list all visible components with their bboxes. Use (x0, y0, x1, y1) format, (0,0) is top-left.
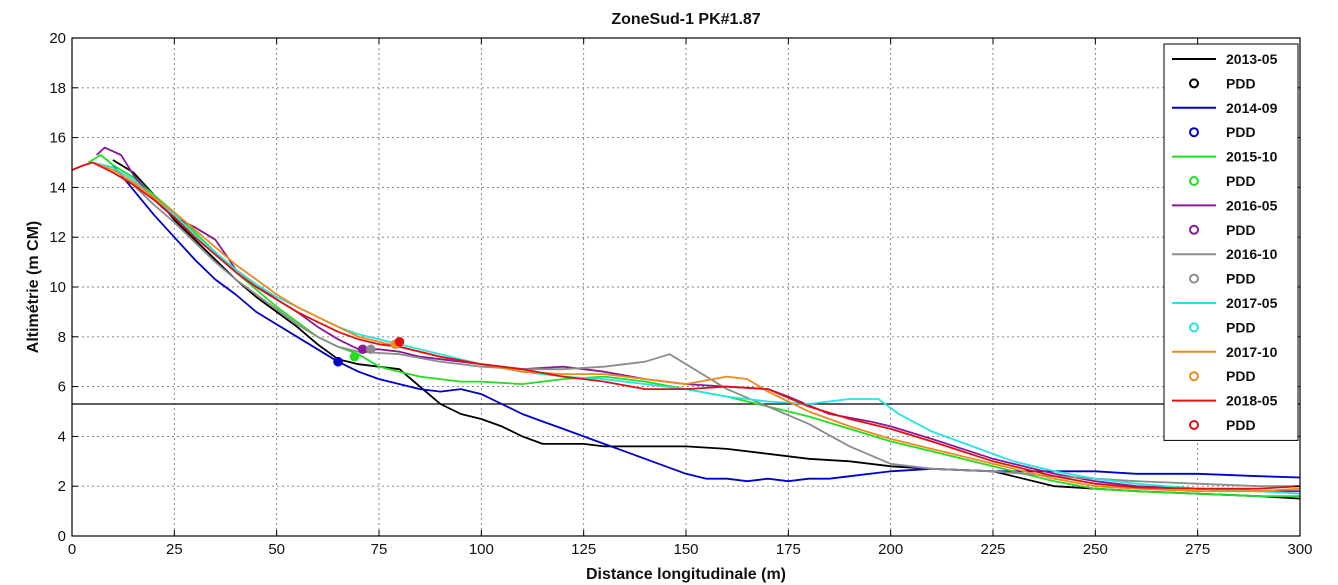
legend-marker (1189, 420, 1199, 430)
x-tick-label: 100 (469, 541, 494, 558)
y-tick-label: 0 (58, 528, 66, 545)
legend-label: PDD (1226, 368, 1256, 384)
x-tick-label: 250 (1083, 541, 1108, 558)
legend-label: PDD (1226, 417, 1256, 433)
y-tick-label: 16 (49, 130, 66, 147)
y-tick-label: 20 (49, 30, 66, 47)
pdd-marker (366, 344, 376, 354)
legend-label: 2018-05 (1226, 393, 1278, 409)
legend-label: 2016-10 (1226, 246, 1278, 262)
x-tick-label: 175 (776, 541, 801, 558)
y-tick-label: 10 (49, 279, 66, 296)
legend-marker (1189, 176, 1199, 186)
y-tick-label: 2 (58, 478, 66, 495)
legend-label: 2014-09 (1226, 100, 1278, 116)
legend-label: 2015-10 (1226, 149, 1278, 165)
legend-label: PDD (1226, 271, 1256, 287)
x-tick-label: 50 (268, 541, 285, 558)
series-line-2018-05 (71, 161, 1301, 490)
legend-label: PDD (1226, 75, 1256, 91)
x-tick-label: 75 (371, 541, 388, 558)
series-line-2014-09 (112, 164, 1301, 483)
x-tick-label: 125 (571, 541, 596, 558)
legend-label: 2013-05 (1226, 51, 1278, 67)
y-tick-label: 6 (58, 379, 66, 396)
series-line-2017-10 (92, 161, 1301, 493)
legend-label: PDD (1226, 222, 1256, 238)
x-axis-label: Distance longitudinale (m) (586, 566, 786, 583)
y-tick-label: 18 (49, 80, 66, 97)
x-tick-label: 150 (673, 541, 698, 558)
legend-label: 2017-10 (1226, 344, 1278, 360)
pdd-marker (394, 337, 405, 347)
legend-marker (1189, 322, 1199, 333)
x-tick-label: 225 (980, 541, 1005, 558)
series-line-2015-10 (87, 154, 1300, 498)
legend-marker (1189, 127, 1199, 138)
legend-marker (1189, 224, 1199, 235)
x-tick-label: 200 (878, 541, 903, 558)
pdd-marker (357, 344, 368, 354)
y-tick-label: 4 (58, 428, 66, 445)
pdd-marker (349, 351, 360, 362)
chart-title: ZoneSud-1 PK#1.87 (611, 11, 760, 28)
y-tick-label: 14 (49, 179, 66, 196)
legend-marker (1189, 78, 1199, 89)
x-tick-label: 275 (1185, 541, 1210, 558)
legend-box (1163, 43, 1299, 441)
x-tick-label: 300 (1287, 541, 1312, 558)
x-tick-label: 25 (166, 541, 183, 558)
y-axis-label: Altimétrie (m CM) (25, 221, 42, 353)
legend-label: PDD (1226, 173, 1256, 189)
x-tick-label: 0 (68, 541, 76, 558)
series-line-2016-10 (92, 161, 1300, 488)
y-tick-label: 12 (49, 229, 66, 246)
legend-marker (1189, 273, 1199, 284)
legend-marker (1189, 371, 1199, 382)
legend-label: 2016-05 (1226, 197, 1278, 213)
y-tick-label: 8 (58, 329, 66, 346)
legend-label: PDD (1226, 319, 1256, 335)
legend-label: PDD (1226, 124, 1256, 140)
series-line-2017-05 (92, 161, 1301, 495)
legend-label: 2017-05 (1226, 295, 1278, 311)
pdd-marker (333, 356, 343, 367)
